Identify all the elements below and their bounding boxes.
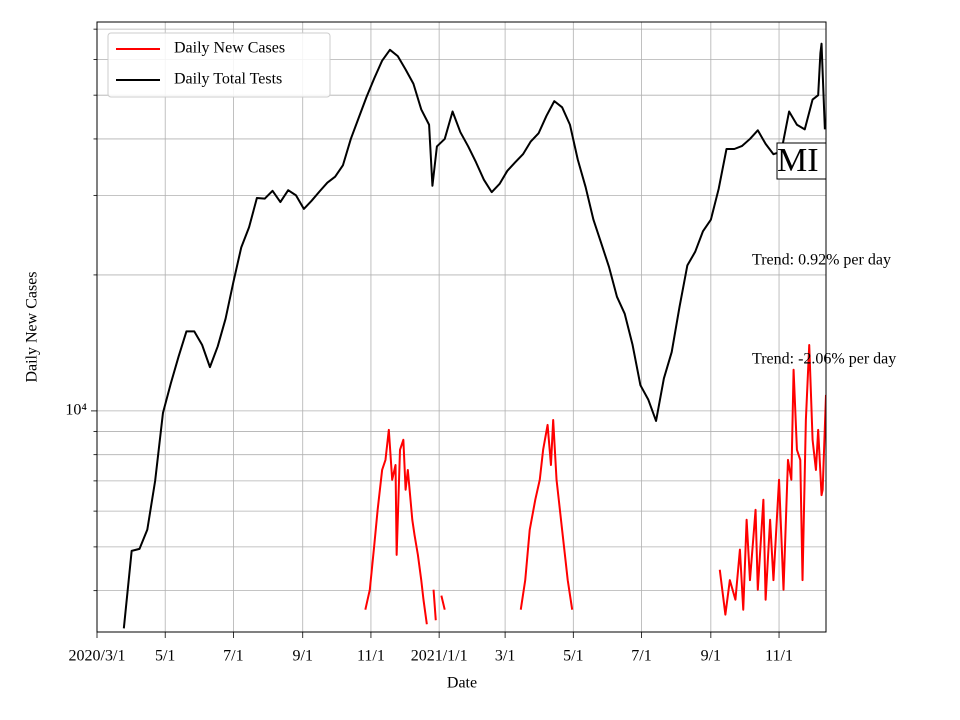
- x-tick-label: 7/1: [223, 648, 243, 665]
- mi-label: MI: [776, 142, 826, 180]
- x-tick-label: 2021/1/1: [411, 648, 468, 665]
- x-tick-label: 9/1: [701, 648, 721, 665]
- x-tick-label: 11/1: [357, 648, 385, 665]
- annotation: MI: [777, 142, 819, 179]
- legend-label: Daily Total Tests: [174, 71, 282, 88]
- legend-label: Daily New Cases: [174, 40, 285, 57]
- x-axis-label: Date: [447, 675, 477, 692]
- annotation: Trend: -2.06% per day: [752, 351, 896, 368]
- x-tick-label: 5/1: [563, 648, 583, 665]
- legend: Daily New Cases Daily Total Tests: [107, 32, 331, 98]
- series-line: [364, 344, 826, 625]
- x-tick-label: 2020/3/1: [69, 648, 126, 665]
- x-tick-label: 5/1: [155, 648, 175, 665]
- plot-lines: [122, 42, 826, 629]
- legend-box: [107, 32, 331, 98]
- x-tick-label: 9/1: [293, 648, 313, 665]
- y-tick-label: 10⁴: [65, 402, 87, 419]
- x-tick-label: 3/1: [495, 648, 515, 665]
- annotation: Trend: 0.92% per day: [752, 252, 891, 269]
- x-tick-label: 11/1: [765, 648, 793, 665]
- mi-box: [776, 142, 826, 180]
- series-line: [122, 42, 826, 629]
- plot-frame: [96, 21, 827, 633]
- y-axis-label: Daily New Cases: [24, 271, 41, 382]
- ticks: 2020/3/1 5/1 7/1 9/1 11/1 2021/1/1 3/1 5/1 7/1 9/…: [65, 28, 793, 665]
- x-tick-label: 7/1: [631, 648, 651, 665]
- grid: [96, 22, 826, 632]
